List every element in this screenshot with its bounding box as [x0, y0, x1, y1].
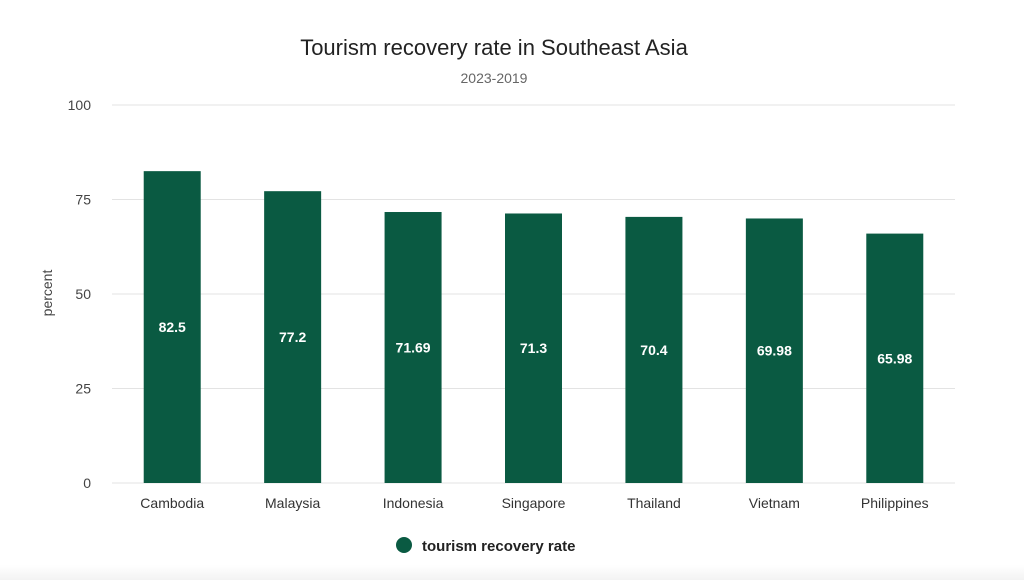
y-axis-ticks: 0 25 50 75 100 [68, 97, 92, 491]
y-tick-label: 25 [75, 381, 91, 397]
data-label: 69.98 [757, 343, 792, 359]
legend-label: tourism recovery rate [422, 538, 575, 555]
x-axis-ticks: Cambodia Malaysia Indonesia Singapore Thaila… [140, 495, 928, 511]
x-tick-label: Cambodia [140, 495, 204, 511]
y-tick-label: 50 [75, 286, 91, 302]
x-tick-label: Philippines [861, 495, 929, 511]
bar [143, 171, 201, 483]
x-tick-label: Indonesia [383, 495, 444, 511]
data-label: 71.3 [520, 340, 547, 356]
bar [505, 213, 562, 483]
legend: tourism recovery rate [396, 537, 575, 555]
data-label: 71.69 [396, 340, 431, 356]
x-tick-label: Singapore [502, 495, 566, 511]
x-tick-label: Thailand [627, 495, 681, 511]
data-label: 65.98 [877, 350, 912, 366]
x-tick-label: Vietnam [749, 495, 800, 511]
data-label: 82.5 [159, 319, 186, 335]
y-tick-label: 0 [83, 475, 91, 491]
bottom-fade [0, 565, 1024, 580]
bar [866, 233, 924, 483]
y-tick-label: 100 [68, 97, 92, 113]
bar [745, 218, 803, 484]
chart-title: Tourism recovery rate in Southeast Asia [300, 35, 688, 60]
legend-swatch [396, 537, 412, 553]
y-tick-label: 75 [75, 192, 91, 208]
x-tick-label: Malaysia [265, 495, 320, 511]
chart-subtitle: 2023-2019 [461, 70, 528, 86]
bar [384, 212, 442, 484]
bar [264, 191, 322, 483]
bar [625, 216, 683, 483]
data-label: 77.2 [279, 329, 306, 345]
y-axis-label: percent [39, 270, 55, 317]
data-label: 70.4 [640, 342, 667, 358]
bars: 82.5 77.2 71.69 71.3 70.4 69.98 65.98 [143, 171, 924, 484]
